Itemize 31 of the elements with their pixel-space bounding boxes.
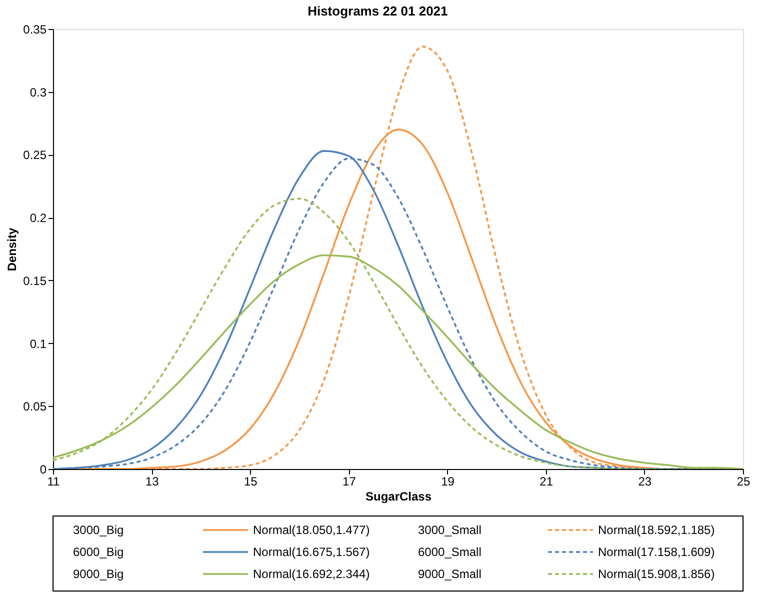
x-tick-label: 13 [145,474,160,488]
x-axis-title: SugarClass [365,490,432,504]
legend-label: Normal(18.050,1.477) [253,523,370,537]
text: 3000_Small [418,523,482,537]
x-tick-label: 21 [540,474,554,488]
legend-label: Normal(16.675,1.567) [253,545,370,559]
text: 9000_Small [418,567,482,581]
legend-label: Normal(16.692,2.344) [253,567,370,581]
y-tick-label: 0.15 [23,274,47,288]
x-tick-label: 23 [638,474,652,488]
x-tick-label: 17 [342,474,356,488]
y-axis-title: Density [5,228,20,272]
text: 3000_Big [73,523,124,537]
text: 6000_Big [73,545,124,559]
y-tick-label: 0 [40,462,47,476]
y-tick-label: 0.3 [30,85,47,100]
y-tick-label: 0.25 [23,148,47,162]
x-tick-label: 15 [244,474,258,488]
x-tick-label: 25 [736,474,750,488]
y-tick-label: 0.35 [23,22,47,36]
legend-label: Normal(17.158,1.609) [598,545,715,559]
chart-title: Histograms 22 01 2021 [308,4,448,18]
legend-label: Normal(18.592,1.185) [598,523,715,537]
y-tick-label: 0.2 [30,211,47,226]
y-tick-label: 0.1 [30,336,47,351]
x-tick-label: 11 [47,474,60,488]
x-tick-label: 19 [441,474,455,488]
text: 9000_Big [73,567,124,581]
text: 6000_Small [418,545,482,559]
y-tick-label: 0.05 [23,400,47,414]
legend-label: Normal(15.908,1.856) [598,567,715,581]
